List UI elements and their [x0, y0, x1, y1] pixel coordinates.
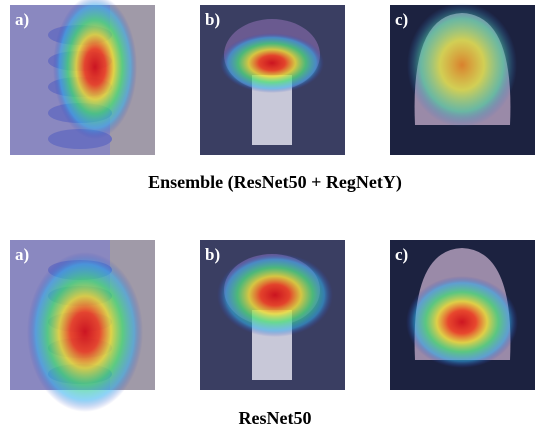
heatmap-overlay	[27, 252, 143, 412]
heatmap-image: c)	[390, 3, 535, 155]
panel-label: c)	[395, 10, 408, 29]
heatmap-image: b)	[200, 240, 345, 390]
panel-label: a)	[15, 245, 29, 264]
caption: ResNet50	[239, 408, 312, 428]
heatmap-image: a)	[10, 0, 155, 155]
heatmap-overlay	[53, 0, 137, 139]
panel-label: a)	[15, 10, 29, 29]
heatmap-overlay	[406, 276, 518, 368]
heatmap-overlay	[217, 253, 333, 337]
heatmap-overlay	[220, 33, 324, 93]
heatmap-image: c)	[390, 240, 535, 390]
panel-label: c)	[395, 245, 408, 264]
heatmap-overlay	[407, 3, 517, 127]
panel-label: b)	[205, 245, 220, 264]
heatmap-image: b)	[200, 5, 345, 155]
heatmap-image: a)	[10, 240, 155, 412]
panel-label: b)	[205, 10, 220, 29]
caption: Ensemble (ResNet50 + RegNetY)	[148, 172, 402, 193]
